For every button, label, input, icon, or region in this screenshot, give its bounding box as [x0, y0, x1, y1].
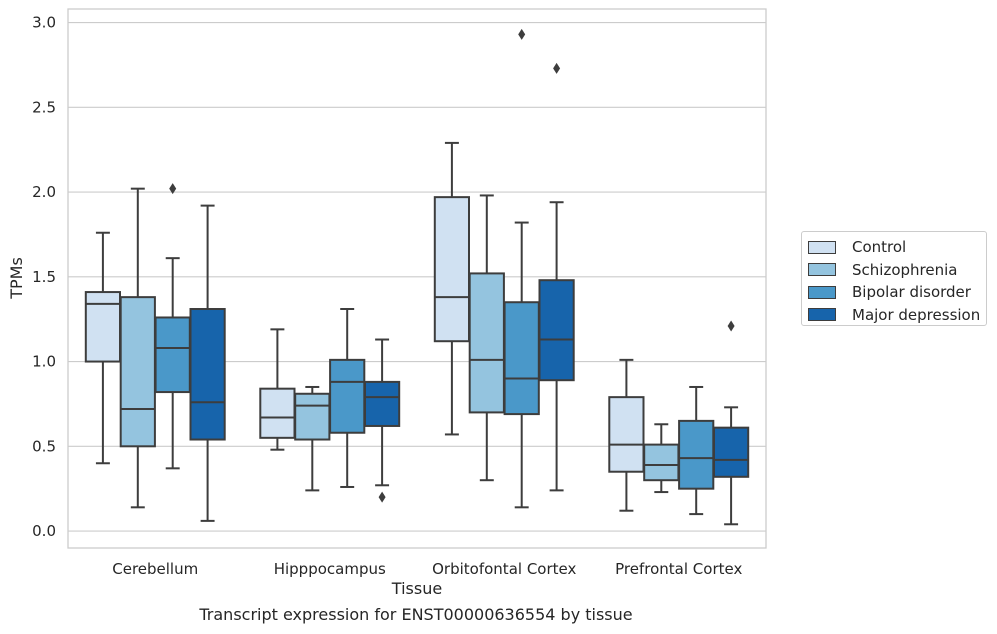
legend-item-bipolar-disorder: Bipolar disorder: [808, 281, 986, 304]
box-iqr: [712, 426, 750, 478]
box-iqr: [329, 358, 366, 434]
chart-caption: Transcript expression for ENST0000063655…: [199, 605, 633, 624]
legend-label: Major depression: [852, 305, 981, 324]
legend-item-major-depression: Major depression: [808, 304, 986, 327]
legend-label: Bipolar disorder: [852, 283, 971, 302]
box-hipppocampus-bipolar-disorder: [329, 308, 366, 488]
legend-item-control: Control: [808, 236, 986, 259]
box-iqr: [678, 419, 715, 490]
legend-swatch: [808, 285, 836, 299]
outlier-point: [553, 62, 561, 74]
box-cerebellum-bipolar-disorder: [154, 183, 191, 470]
box-iqr: [189, 308, 226, 441]
box-iqr: [84, 291, 122, 363]
box-cerebellum-major-depression: [189, 204, 226, 522]
box-iqr: [433, 196, 471, 343]
y-axis-title: TPMs: [7, 257, 26, 300]
legend: Control Schizophrenia Bipolar disorder Majo…: [801, 231, 987, 326]
x-tick-label: Cerebellum: [112, 560, 198, 578]
outlier-point: [169, 183, 177, 195]
y-tick-label: 2.0: [32, 183, 56, 201]
box-groups: [84, 28, 750, 526]
box-iqr: [294, 392, 331, 441]
legend-swatch: [808, 263, 836, 277]
y-tick-label: 0.0: [32, 522, 56, 540]
y-axis-ticks: 0.0 0.5 1.0 1.5 2.0 2.5 3.0: [32, 14, 56, 540]
box-hipppocampus-control: [259, 328, 296, 451]
box-iqr: [259, 387, 296, 439]
y-tick-label: 2.5: [32, 98, 56, 116]
plot-area-frame: [67, 8, 767, 549]
box-orbitofontal-cortex-major-depression: [538, 62, 575, 492]
box-iqr: [643, 443, 680, 482]
legend-label: Schizophrenia: [852, 260, 958, 279]
legend-label: Control: [852, 238, 907, 257]
box-hipppocampus-major-depression: [363, 338, 401, 503]
box-iqr: [538, 279, 575, 382]
x-axis-ticks: Cerebellum Hipppocampus Orbitofontal Corte…: [112, 560, 742, 578]
box-iqr: [154, 316, 191, 394]
x-tick-label: Prefrontal Cortex: [615, 560, 742, 578]
y-tick-label: 1.0: [32, 353, 56, 371]
box-cerebellum-schizophrenia: [119, 187, 156, 509]
box-iqr: [503, 301, 540, 416]
x-axis-title: Tissue: [391, 579, 442, 598]
outlier-point: [727, 320, 735, 332]
box-iqr: [468, 272, 505, 414]
box-iqr: [363, 380, 401, 427]
box-iqr: [119, 296, 156, 448]
box-orbitofontal-cortex-control: [433, 141, 471, 436]
x-tick-label: Orbitofontal Cortex: [432, 560, 576, 578]
box-hipppocampus-schizophrenia: [294, 385, 331, 492]
y-tick-label: 0.5: [32, 437, 56, 455]
outlier-point: [518, 28, 526, 40]
box-orbitofontal-cortex-bipolar-disorder: [503, 28, 540, 509]
box-cerebellum-control: [84, 231, 122, 465]
box-prefrontal-cortex-schizophrenia: [643, 423, 680, 494]
box-prefrontal-cortex-bipolar-disorder: [678, 385, 715, 516]
box-prefrontal-cortex-control: [608, 358, 645, 512]
legend-swatch: [808, 308, 836, 322]
box-iqr: [608, 396, 645, 473]
box-prefrontal-cortex-major-depression: [712, 320, 750, 526]
x-tick-label: Hipppocampus: [274, 560, 386, 578]
y-tick-label: 3.0: [32, 14, 56, 32]
legend-swatch: [808, 240, 836, 254]
box-orbitofontal-cortex-schizophrenia: [468, 194, 505, 482]
y-tick-label: 1.5: [32, 268, 56, 286]
outlier-point: [378, 491, 386, 503]
legend-item-schizophrenia: Schizophrenia: [808, 259, 986, 282]
